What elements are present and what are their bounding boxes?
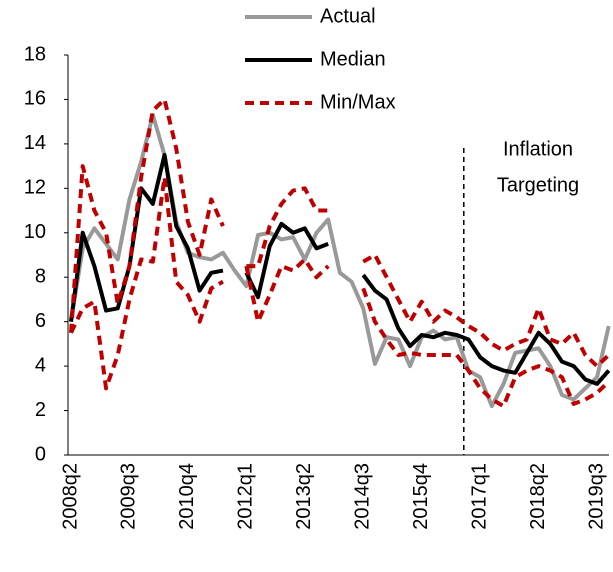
x-tick-label: 2019q3 [585,463,607,530]
annotation: Targeting [497,174,579,196]
legend-label: Actual [320,5,376,27]
x-tick-label: 2009q3 [118,463,140,530]
y-tick-label: 18 [24,43,46,65]
y-tick-label: 6 [35,310,46,332]
y-tick-label: 4 [35,354,46,376]
x-tick-label: 2012q1 [235,463,257,530]
series-line [69,175,611,409]
y-tick-label: 2 [35,399,46,421]
x-tick-label: 2015q4 [410,463,432,530]
series-line [69,113,611,409]
x-tick-label: 2014q3 [352,463,374,530]
y-tick-label: 14 [24,132,46,154]
x-tick-label: 2008q2 [59,463,81,530]
annotation: Inflation [503,138,573,160]
y-tick-label: 8 [35,266,46,288]
x-tick-label: 2018q2 [527,463,549,530]
series-line [69,97,611,369]
y-tick-label: 0 [35,443,46,465]
x-tick-label: 2017q1 [468,463,490,530]
x-tick-label: 2010q4 [176,463,198,530]
series-line [69,153,611,386]
legend-label: Min/Max [320,91,396,113]
y-tick-label: 10 [24,221,46,243]
y-tick-label: 16 [24,88,46,110]
legend-label: Median [320,48,386,70]
y-tick-label: 12 [24,177,46,199]
x-tick-label: 2013q2 [293,463,315,530]
